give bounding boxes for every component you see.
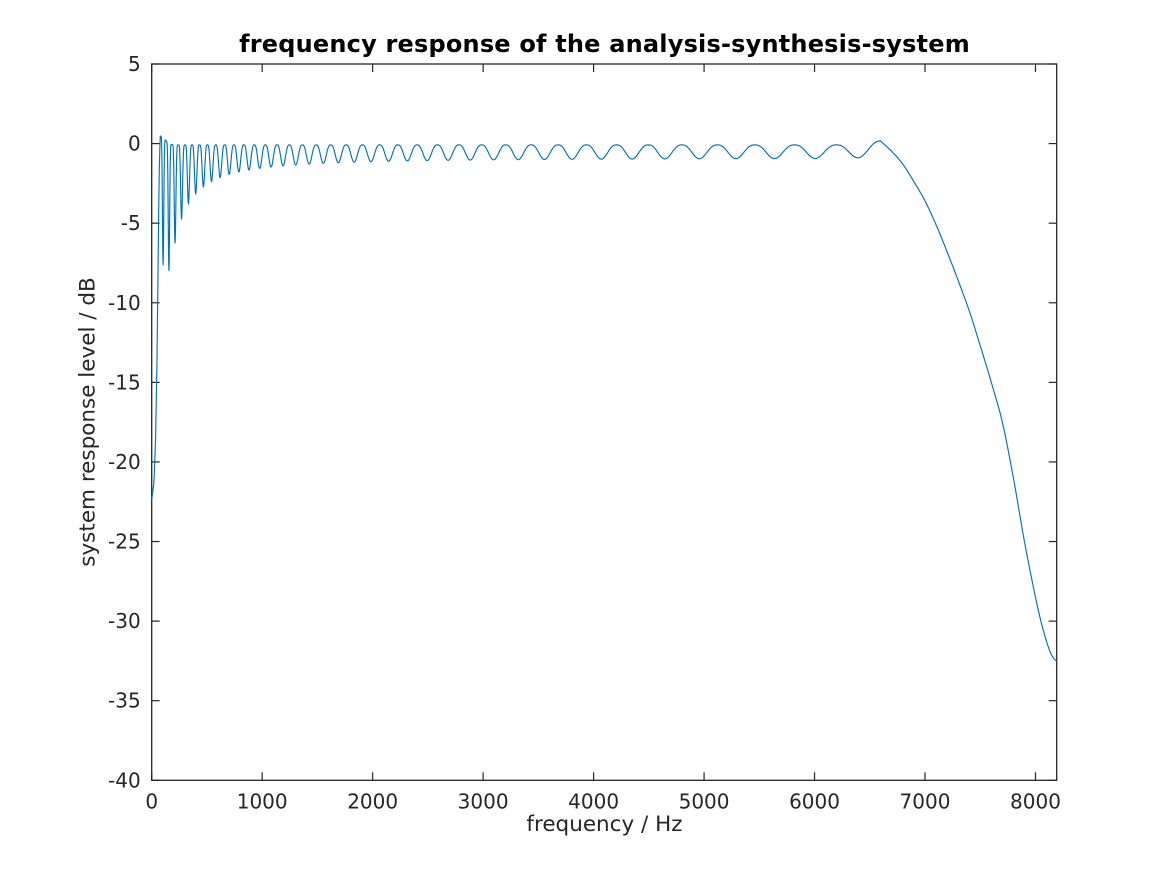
y-tick-label: -30 (108, 609, 141, 633)
x-tick-label: 0 (145, 789, 158, 813)
x-axis-label: frequency / Hz (526, 812, 683, 837)
y-tick-label: -5 (121, 211, 141, 235)
x-tick-label: 4000 (568, 789, 619, 813)
plot-box (151, 63, 1058, 781)
chart-title: frequency response of the analysis-synth… (239, 30, 970, 58)
x-tick-label: 3000 (458, 789, 509, 813)
x-tick-label: 1000 (237, 789, 288, 813)
y-axis-label: system response level / dB (75, 277, 101, 567)
x-tick-label: 6000 (789, 789, 840, 813)
y-tick-label: -40 (108, 768, 141, 792)
y-tick-label: -10 (108, 291, 141, 315)
y-tick-label: -35 (108, 689, 141, 713)
x-tick-label: 5000 (679, 789, 730, 813)
y-tick-label: -20 (108, 450, 141, 474)
y-tick-label: 5 (128, 52, 141, 76)
x-tick-label: 2000 (347, 789, 398, 813)
x-tick-label: 8000 (1010, 789, 1061, 813)
y-tick-label: -15 (108, 370, 141, 394)
y-tick-label: -25 (108, 530, 141, 554)
x-tick-label: 7000 (900, 789, 951, 813)
y-tick-label: 0 (128, 132, 141, 156)
response-curve (151, 135, 1058, 662)
